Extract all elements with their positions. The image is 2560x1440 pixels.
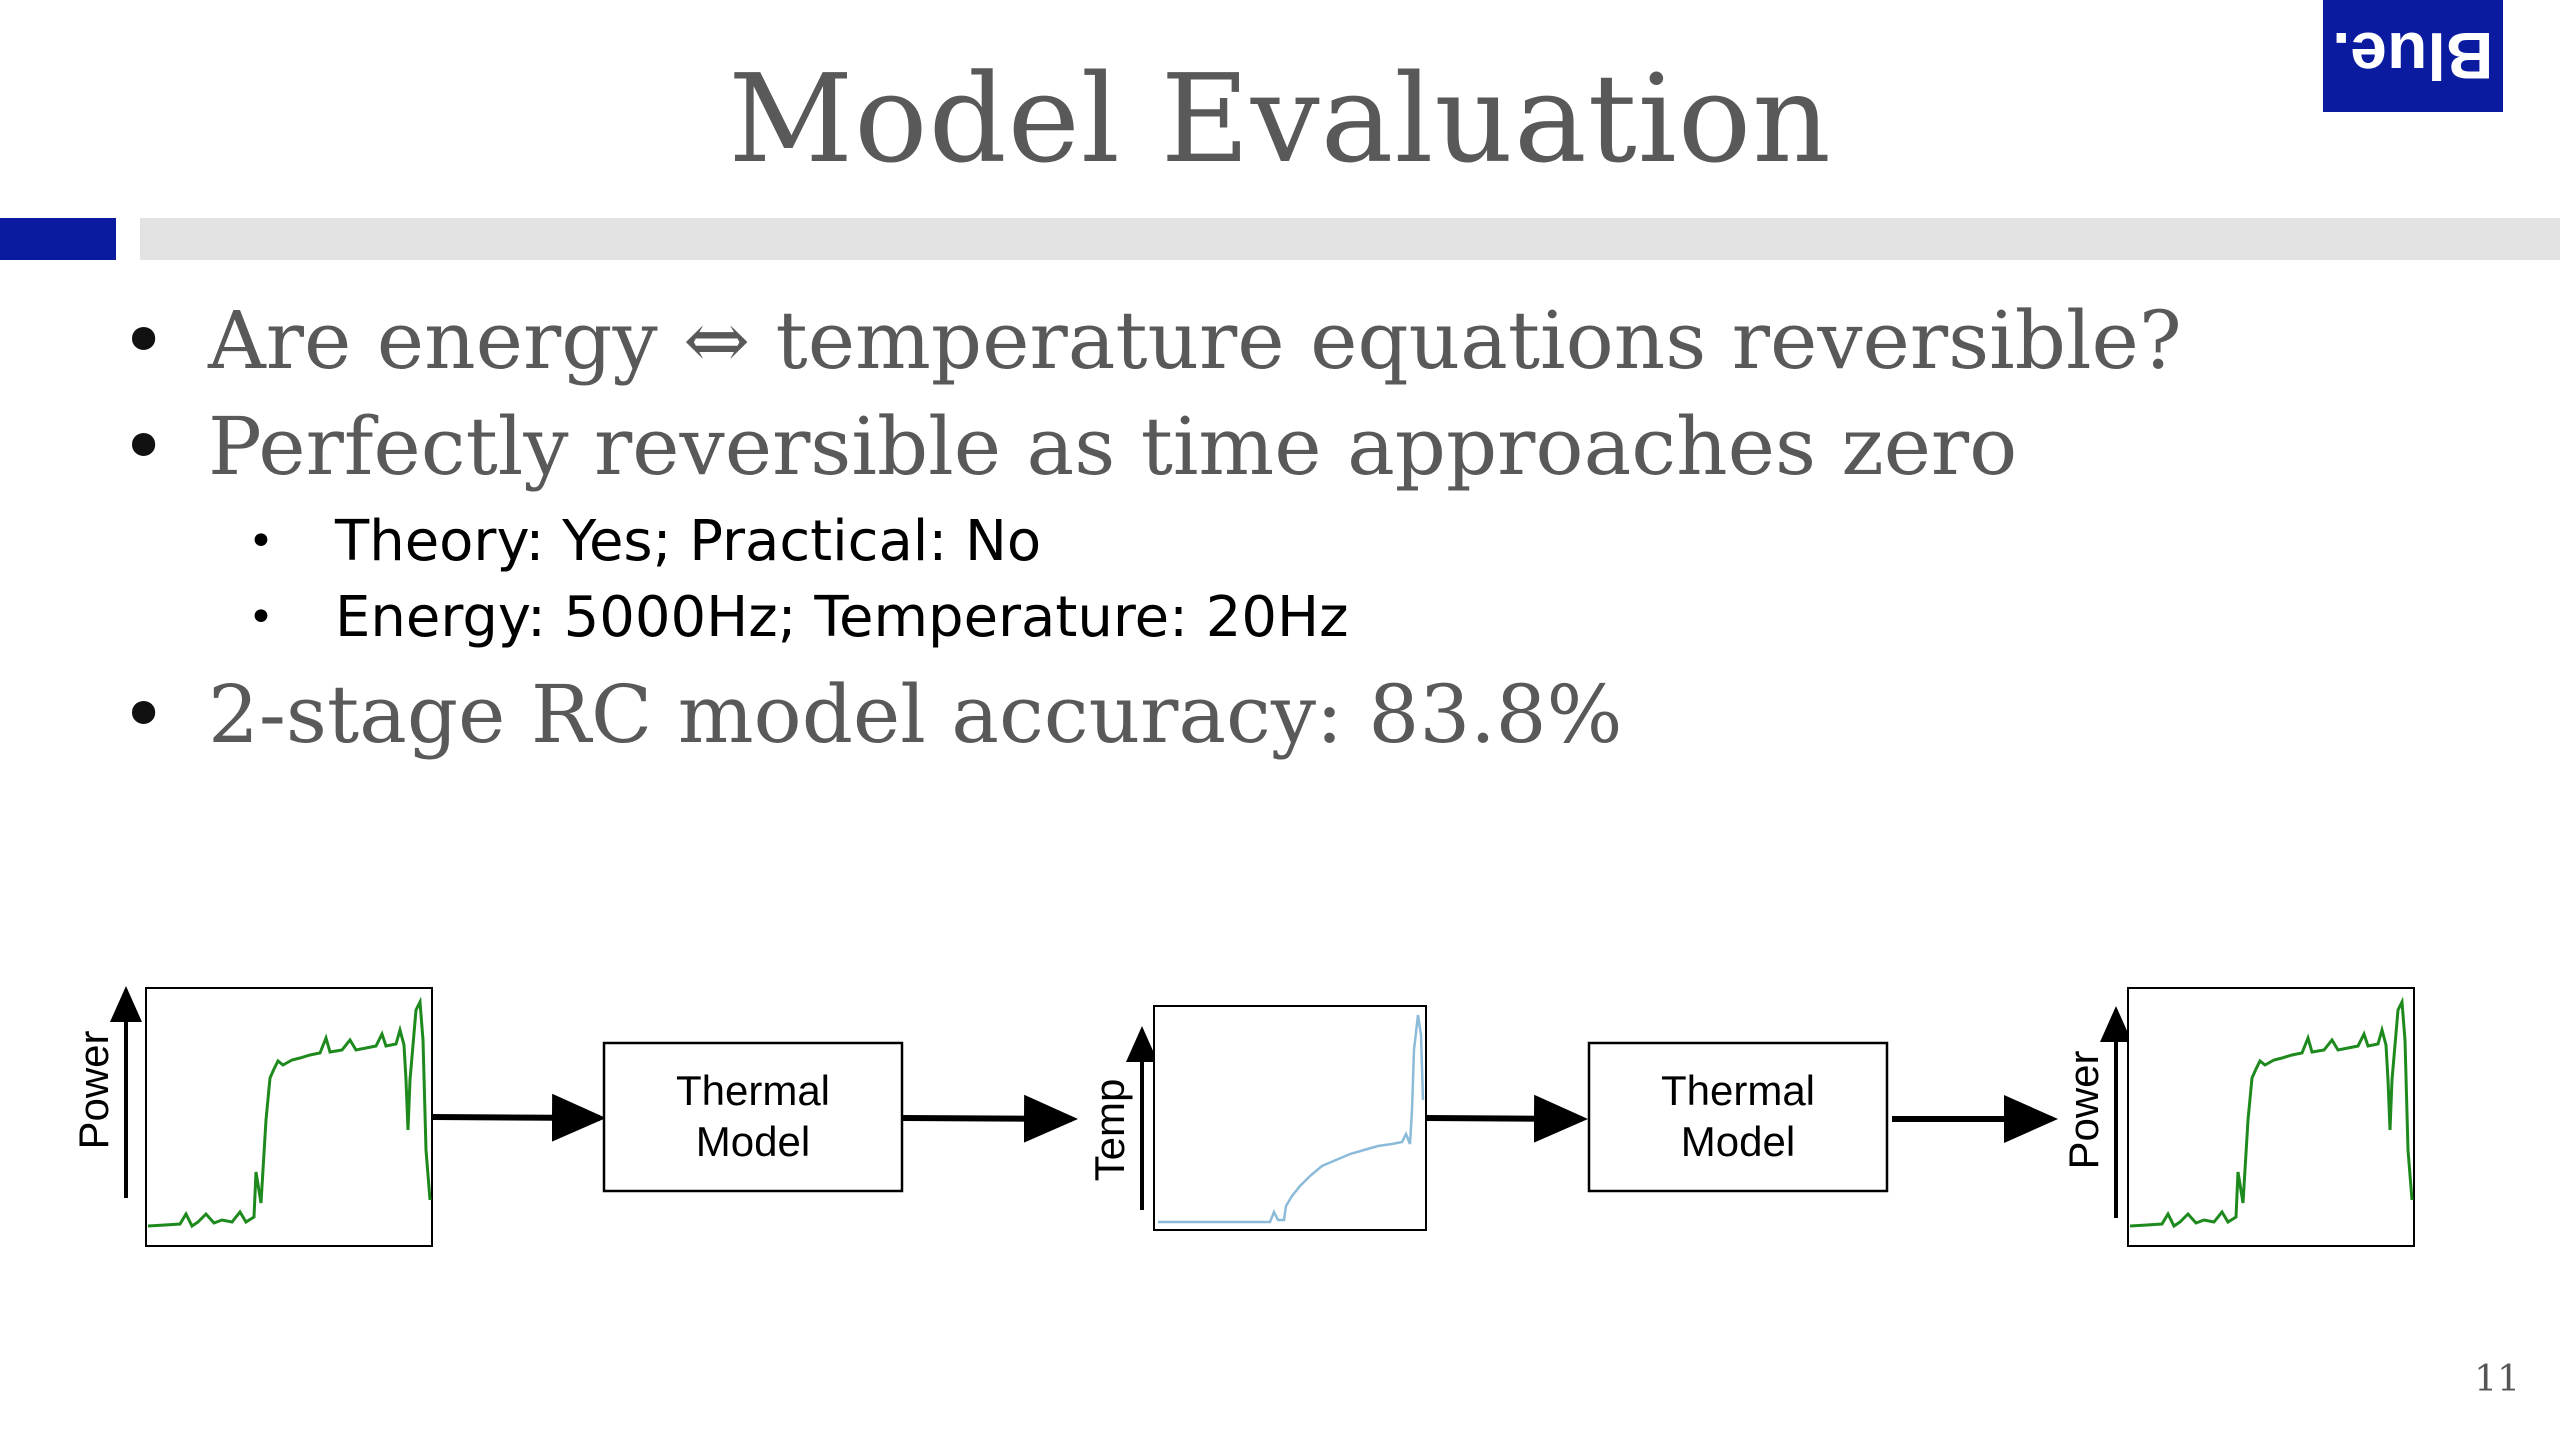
bullet-dot: •	[120, 400, 168, 493]
power-trace	[147, 996, 432, 1229]
bullet-item: • 2-stage RC model accuracy: 83.8%	[120, 662, 2520, 768]
brand-logo: Blue.	[2323, 0, 2503, 112]
bullet-list: • Are energy ⇔ temperature equations rev…	[120, 288, 2520, 768]
sub-bullet-item: • Energy: 5000Hz; Temperature: 20Hz	[120, 580, 2520, 656]
thermal-model-label-line1: Thermal	[676, 1067, 830, 1114]
temperature-plot: Temp	[1086, 1005, 1427, 1231]
thermal-model-label-line2: Model	[696, 1118, 810, 1165]
bullet-text: 2-stage RC model accuracy: 83.8%	[208, 668, 1623, 761]
temperature-axis-label: Temp	[1086, 1079, 1133, 1182]
thermal-model-label-line2: Model	[1681, 1118, 1795, 1165]
thermal-model-block: Thermal Model	[602, 1041, 904, 1193]
thermal-model-label-line1: Thermal	[1661, 1067, 1815, 1114]
power-trace	[2129, 996, 2414, 1229]
bullet-text: Perfectly reversible as time approaches …	[208, 400, 2018, 493]
power-input-plot: Power	[70, 986, 433, 1247]
sub-bullet-text: Theory: Yes; Practical: No	[335, 509, 1042, 574]
sub-bullet-text: Energy: 5000Hz; Temperature: 20Hz	[335, 585, 1349, 650]
temperature-trace	[1158, 1014, 1425, 1224]
slide-title: Model Evaluation	[728, 48, 1832, 190]
bullet-dot: •	[120, 668, 168, 761]
sub-bullet-list: • Theory: Yes; Practical: No • Energy: 5…	[120, 504, 2520, 656]
page-number: 11	[2474, 1359, 2520, 1400]
sub-bullet-dot: •	[248, 592, 274, 643]
title-divider-bar	[140, 218, 2560, 260]
title-accent-bar	[0, 218, 116, 260]
power-axis-label: Power	[2060, 1050, 2107, 1169]
bullet-item: • Perfectly reversible as time approache…	[120, 394, 2520, 500]
brand-logo-text: Blue.	[2332, 19, 2494, 93]
sub-bullet-item: • Theory: Yes; Practical: No	[120, 504, 2520, 580]
power-axis-label: Power	[70, 1030, 117, 1149]
sub-bullet-dot: •	[248, 516, 274, 567]
bullet-text: Are energy ⇔ temperature equations rever…	[208, 294, 2182, 387]
power-output-plot: Power	[2060, 987, 2415, 1247]
bullet-dot: •	[120, 294, 168, 387]
bullet-item: • Are energy ⇔ temperature equations rev…	[120, 288, 2520, 394]
thermal-model-block: Thermal Model	[1587, 1041, 1889, 1193]
